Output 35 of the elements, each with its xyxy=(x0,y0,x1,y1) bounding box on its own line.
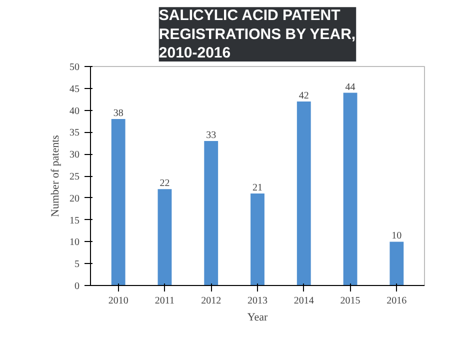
y-tick-label: 10 xyxy=(70,237,80,248)
data-label: 10 xyxy=(392,230,402,242)
x-tick-label: 2015 xyxy=(340,296,360,306)
y-tick-label: 35 xyxy=(70,128,80,139)
bar xyxy=(296,102,311,286)
x-tick-label: 2010 xyxy=(108,296,128,306)
y-tick-label: 5 xyxy=(74,259,80,270)
data-label: 42 xyxy=(298,90,309,102)
x-tick-label: 2012 xyxy=(201,296,222,306)
y-tick-label: 40 xyxy=(70,106,80,117)
data-label: 33 xyxy=(206,130,216,141)
x-tick-label: 2016 xyxy=(386,296,407,306)
y-axis-title: Number of patents xyxy=(50,135,62,217)
bar xyxy=(343,92,358,286)
data-label: 38 xyxy=(113,108,124,120)
y-tick-label: 45 xyxy=(70,84,80,95)
bar xyxy=(158,189,172,286)
chart-title: SALICYLIC ACID PATENT REGISTRATIONS BY YEAR, 2010-2016 xyxy=(158,7,356,62)
y-tick-label: 50 xyxy=(70,62,80,73)
y-tick-label: 15 xyxy=(70,215,80,226)
bar xyxy=(111,119,126,286)
y-tick-label: 20 xyxy=(70,193,80,204)
y-tick-label: 30 xyxy=(70,150,80,161)
x-tick-label: 2013 xyxy=(248,296,268,306)
x-axis-title: Year xyxy=(247,312,268,324)
y-tick-label: 25 xyxy=(70,172,80,182)
bar xyxy=(250,194,264,286)
x-tick-label: 2011 xyxy=(154,296,175,306)
bar xyxy=(204,140,218,286)
data-label: 21 xyxy=(252,182,262,194)
bar xyxy=(390,242,404,286)
data-label: 22 xyxy=(160,178,170,190)
x-tick-label: 2014 xyxy=(294,296,314,306)
y-tick-label: 0 xyxy=(74,281,80,292)
data-label: 44 xyxy=(345,82,356,93)
